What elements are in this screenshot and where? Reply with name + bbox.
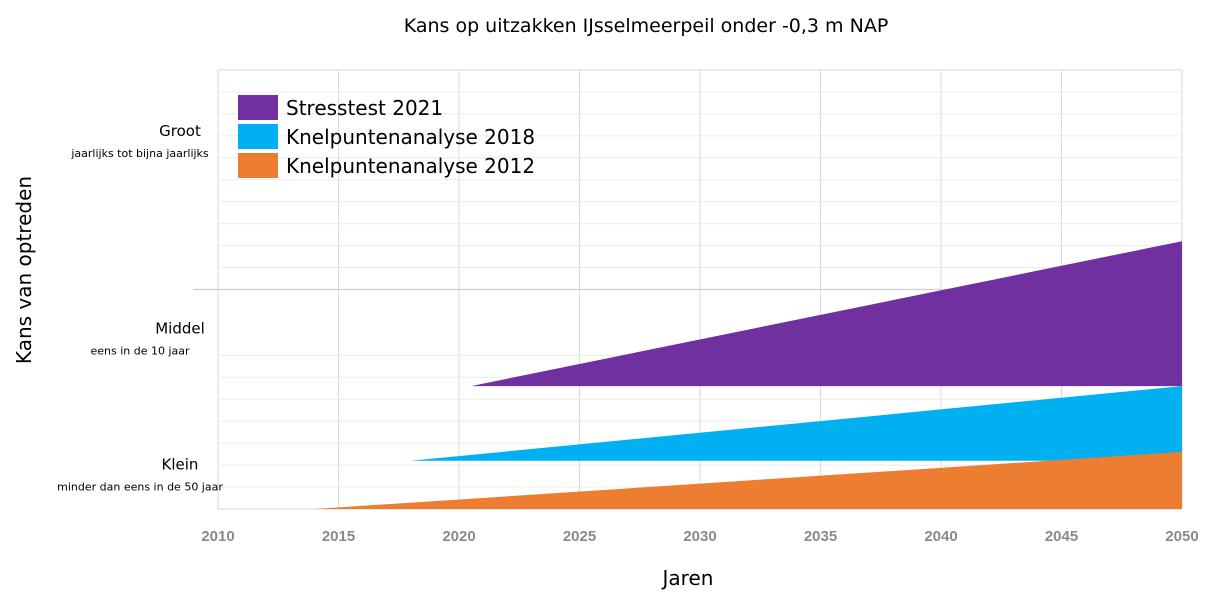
series-areas bbox=[314, 241, 1182, 509]
x-tick-label: 2035 bbox=[804, 528, 837, 545]
legend-label: Stresstest 2021 bbox=[286, 96, 443, 120]
y-category-sublabel: eens in de 10 jaar bbox=[90, 344, 190, 357]
x-tick-label: 2020 bbox=[442, 528, 475, 545]
y-axis-title: Kans van optreden bbox=[12, 176, 36, 364]
legend-swatch bbox=[238, 95, 278, 120]
x-tick-label: 2015 bbox=[322, 528, 355, 545]
chart-title: Kans op uitzakken IJsselmeerpeil onder -… bbox=[404, 15, 889, 37]
legend-label: Knelpuntenanalyse 2018 bbox=[286, 125, 535, 149]
series-area-2 bbox=[410, 386, 1182, 461]
x-tick-label: 2010 bbox=[201, 528, 234, 545]
legend: Stresstest 2021 Knelpuntenanalyse 2018 Kne… bbox=[238, 95, 535, 178]
x-ticks: 2010 2015 2020 2025 2030 2035 2040 2045 2050 bbox=[201, 528, 1198, 545]
legend-swatch bbox=[238, 124, 278, 149]
series-area-3 bbox=[314, 451, 1182, 509]
x-axis-title: Jaren bbox=[661, 566, 714, 590]
legend-swatch bbox=[238, 153, 278, 178]
series-area-1 bbox=[471, 241, 1182, 387]
y-category-sublabel: jaarlijks tot bijna jaarlijks bbox=[70, 147, 209, 160]
y-category-label: Middel bbox=[155, 319, 205, 337]
x-tick-label: 2025 bbox=[563, 528, 596, 545]
legend-label: Knelpuntenanalyse 2012 bbox=[286, 154, 535, 178]
x-tick-label: 2050 bbox=[1165, 528, 1198, 545]
y-category-label: Klein bbox=[162, 455, 199, 473]
x-tick-label: 2030 bbox=[683, 528, 716, 545]
x-tick-label: 2045 bbox=[1045, 528, 1078, 545]
y-category-sublabel: minder dan eens in de 50 jaar bbox=[57, 480, 223, 493]
y-category-label: Groot bbox=[159, 122, 201, 140]
x-tick-label: 2040 bbox=[924, 528, 957, 545]
y-labels: Klein minder dan eens in de 50 jaar Middel… bbox=[57, 122, 223, 494]
